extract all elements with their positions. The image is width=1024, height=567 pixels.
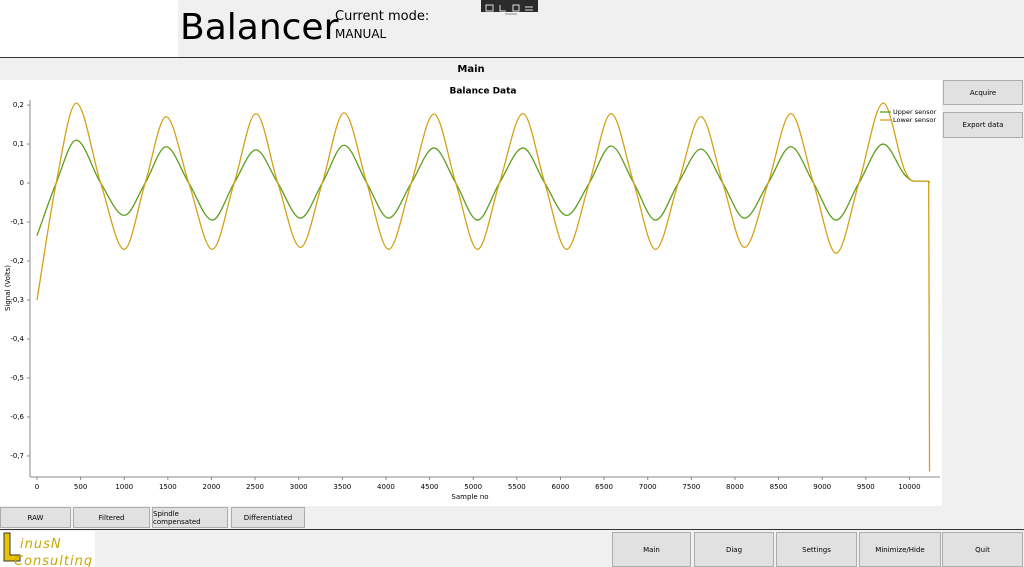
series-line <box>36 102 931 472</box>
x-tick-label: 8500 <box>770 483 788 491</box>
logo-line2: Consulting <box>14 554 94 567</box>
tab-differentiated[interactable]: Differentiated <box>231 507 305 528</box>
y-tick-label: 0,2 <box>13 101 24 109</box>
x-tick-label: 7000 <box>639 483 657 491</box>
mode-label: Current mode: <box>335 9 430 24</box>
nav-minimize[interactable]: Minimize/Hide <box>859 532 941 567</box>
x-tick-label: 500 <box>74 483 87 491</box>
x-tick-label: 9000 <box>813 483 831 491</box>
nav-diag[interactable]: Diag <box>694 532 774 567</box>
chart: Balance Data Sample no Signal (Volts) 0,… <box>0 80 942 506</box>
nav-settings[interactable]: Settings <box>776 532 857 567</box>
x-tick-label: 4000 <box>377 483 395 491</box>
y-tick-label: 0,1 <box>13 140 24 148</box>
acquire-button[interactable]: Acquire <box>943 80 1023 105</box>
tab-filtered[interactable]: Filtered <box>73 507 150 528</box>
x-tick-label: 9500 <box>857 483 875 491</box>
x-tick-label: 1000 <box>115 483 133 491</box>
panel-title: Main <box>457 64 485 75</box>
logo-line1: inusN <box>20 537 62 552</box>
tab-raw[interactable]: RAW <box>0 507 71 528</box>
x-tick-label: 5000 <box>464 483 482 491</box>
legend-label: Lower sensor <box>893 116 936 124</box>
y-tick-label: -0,5 <box>10 374 24 382</box>
tab-spindle[interactable]: Spindle compensated <box>152 507 228 528</box>
x-tick-label: 3500 <box>333 483 351 491</box>
y-tick-label: -0,4 <box>10 335 24 343</box>
y-tick-label: -0,2 <box>10 257 24 265</box>
toolbar-icons <box>485 4 533 15</box>
x-tick-label: 4500 <box>421 483 439 491</box>
legend-label: Upper sensor <box>893 108 937 116</box>
nav-quit[interactable]: Quit <box>942 532 1023 567</box>
y-tick-label: -0,7 <box>10 452 24 460</box>
y-axis-label: Signal (Volts) <box>4 265 12 311</box>
x-axis-label: Sample no <box>451 493 488 501</box>
x-tick-label: 7500 <box>682 483 700 491</box>
nav-main[interactable]: Main <box>612 532 691 567</box>
chart-background <box>0 80 942 506</box>
divider <box>0 57 1024 58</box>
export-button[interactable]: Export data <box>943 112 1023 138</box>
x-tick-label: 1500 <box>159 483 177 491</box>
divider <box>0 529 1024 530</box>
toolbar <box>481 0 538 15</box>
y-tick-label: -0,3 <box>10 296 24 304</box>
x-tick-label: 6500 <box>595 483 613 491</box>
header-blank <box>0 0 178 57</box>
mode-value: MANUAL <box>335 27 387 41</box>
x-tick-label: 2500 <box>246 483 264 491</box>
x-tick-label: 6000 <box>552 483 570 491</box>
logo-mark <box>3 532 21 562</box>
y-tick-label: 0 <box>20 179 24 187</box>
x-tick-label: 0 <box>35 483 39 491</box>
x-tick-label: 3000 <box>290 483 308 491</box>
x-tick-label: 10000 <box>898 483 920 491</box>
x-tick-label: 8000 <box>726 483 744 491</box>
logo: inusN Consulting <box>0 531 95 567</box>
y-tick-label: -0,6 <box>10 413 24 421</box>
chart-title: Balance Data <box>450 87 517 97</box>
y-tick-label: -0,1 <box>10 218 24 226</box>
x-tick-label: 2000 <box>203 483 221 491</box>
app-title: Balancer <box>180 7 339 48</box>
x-tick-label: 5500 <box>508 483 526 491</box>
